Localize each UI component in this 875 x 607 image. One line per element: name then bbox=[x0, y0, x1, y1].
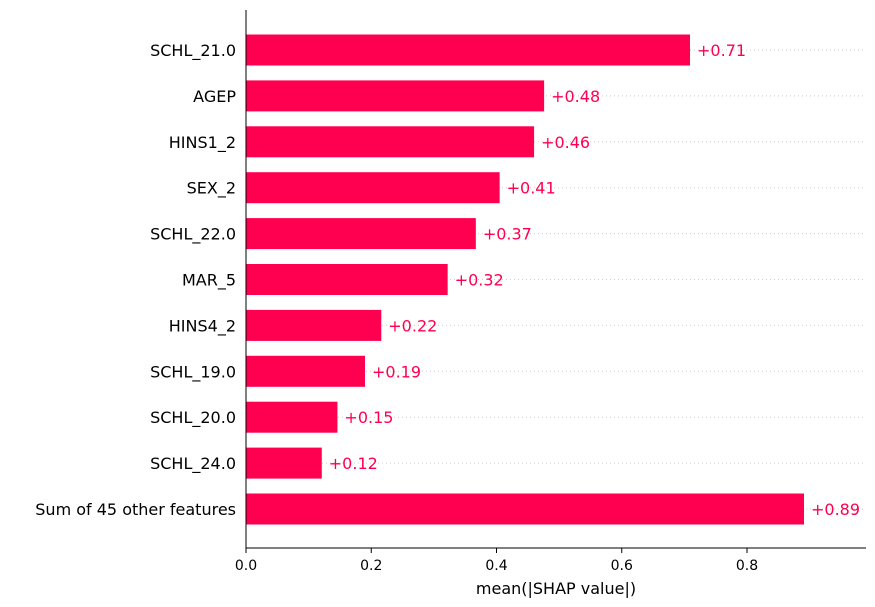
bar bbox=[246, 34, 691, 66]
value-label: +0.15 bbox=[344, 408, 393, 427]
category-label: SCHL_24.0 bbox=[150, 454, 236, 474]
value-label: +0.32 bbox=[455, 271, 504, 290]
bar bbox=[246, 401, 338, 433]
x-tick-label: 0.6 bbox=[611, 558, 633, 574]
value-label: +0.37 bbox=[483, 225, 532, 244]
category-label: AGEP bbox=[193, 87, 236, 106]
bar bbox=[246, 264, 448, 295]
value-label: +0.48 bbox=[551, 87, 600, 106]
bar bbox=[246, 447, 322, 479]
category-label: SCHL_21.0 bbox=[150, 41, 236, 61]
category-label: Sum of 45 other features bbox=[35, 500, 236, 519]
bar bbox=[246, 218, 476, 250]
x-tick-label: 0.4 bbox=[485, 558, 507, 574]
category-label: SCHL_20.0 bbox=[150, 408, 236, 428]
bars bbox=[246, 34, 804, 525]
x-tick-label: 0.2 bbox=[360, 558, 382, 574]
x-axis-ticks: 0.0 0.2 0.4 0.6 0.8 bbox=[235, 548, 758, 574]
category-label: SCHL_22.0 bbox=[150, 225, 236, 245]
value-label: +0.41 bbox=[507, 179, 556, 198]
bar bbox=[246, 126, 535, 158]
value-label: +0.22 bbox=[388, 316, 437, 335]
value-label: +0.12 bbox=[329, 454, 378, 473]
value-labels: +0.71 +0.48 +0.46 +0.41 +0.37 +0.32 +0.22 +0.19… bbox=[329, 41, 860, 519]
value-label: +0.19 bbox=[372, 362, 421, 381]
category-labels: SCHL_21.0 AGEP HINS1_2 SEX_2 SCHL_22.0 MAR_5 H… bbox=[35, 41, 236, 519]
x-axis-title: mean(|SHAP value|) bbox=[476, 579, 636, 598]
bar bbox=[246, 355, 365, 387]
value-label: +0.71 bbox=[697, 41, 746, 60]
category-label: SCHL_19.0 bbox=[150, 362, 236, 382]
bar bbox=[246, 80, 545, 112]
category-label: SEX_2 bbox=[187, 179, 236, 199]
bar bbox=[246, 309, 382, 341]
bar bbox=[246, 172, 500, 204]
category-label: HINS1_2 bbox=[169, 133, 236, 153]
value-label: +0.89 bbox=[811, 500, 860, 519]
x-tick-label: 0.8 bbox=[736, 558, 758, 574]
category-label: MAR_5 bbox=[182, 271, 236, 291]
x-tick-label: 0.0 bbox=[235, 558, 257, 574]
value-label: +0.46 bbox=[541, 133, 590, 152]
category-label: HINS4_2 bbox=[169, 316, 236, 336]
bar bbox=[246, 493, 804, 525]
